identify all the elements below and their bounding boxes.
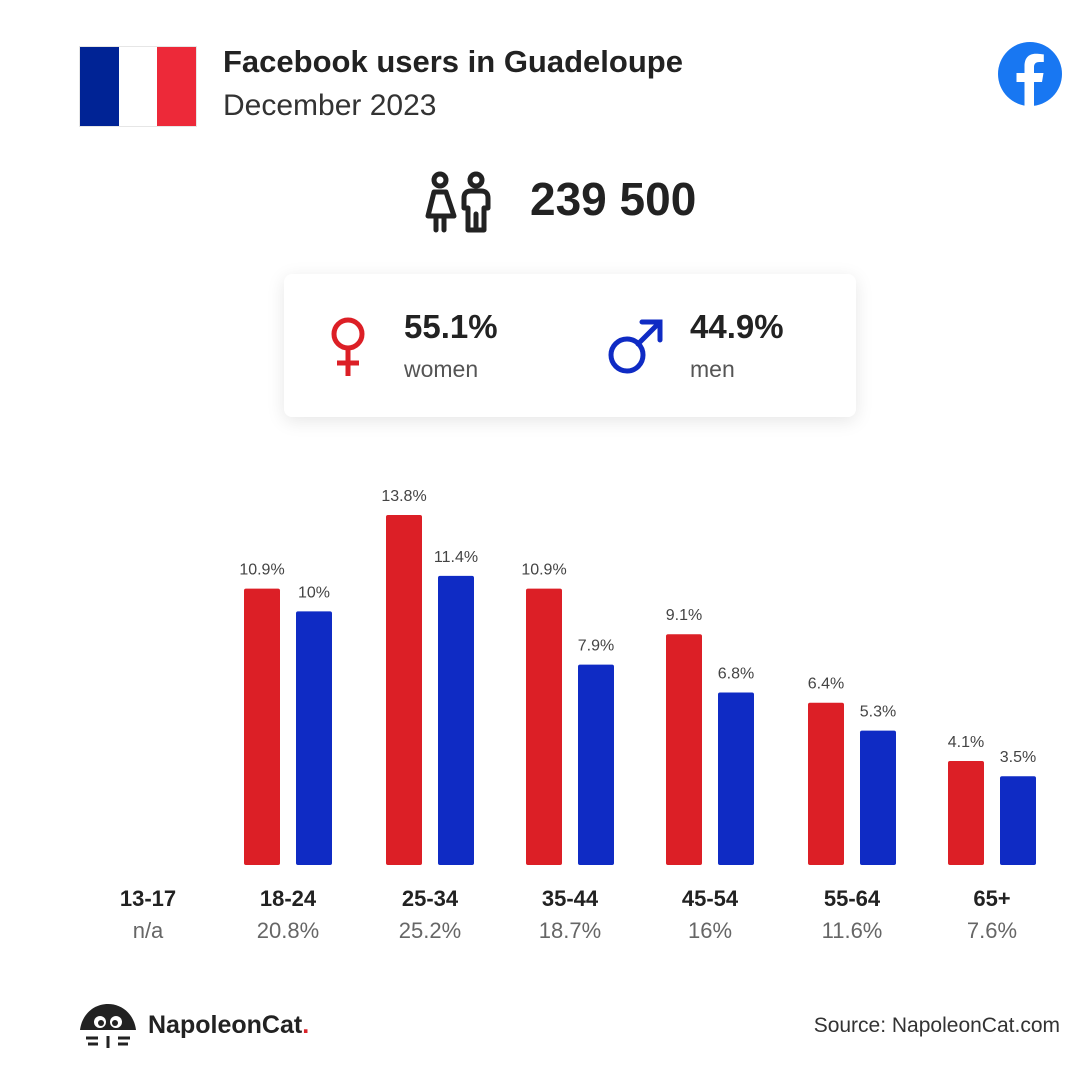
brand-dot: .	[302, 1011, 310, 1039]
page-title: Facebook users in Guadeloupe	[223, 44, 683, 79]
data-label-women-45-54: 9.1%	[666, 607, 702, 624]
bar-women-65+	[948, 761, 984, 865]
age-group-label-55-64: 55-64	[824, 886, 881, 911]
age-group-total-55-64: 11.6%	[822, 918, 883, 943]
data-label-women-55-64: 6.4%	[808, 676, 844, 693]
data-label-women-18-24: 10.9%	[239, 562, 284, 579]
age-group-label-45-54: 45-54	[682, 886, 739, 911]
napoleoncat-logo-icon	[80, 1004, 136, 1048]
page-subtitle: December 2023	[223, 89, 437, 122]
age-group-total-18-24: 20.8%	[257, 918, 319, 943]
data-label-men-18-24: 10%	[298, 584, 330, 601]
age-group-total-65+: 7.6%	[967, 918, 1017, 943]
bar-women-55-64	[808, 702, 844, 865]
data-label-men-25-34: 11.4%	[434, 549, 478, 566]
bar-women-25-34	[386, 515, 422, 865]
age-group-label-18-24: 18-24	[260, 886, 317, 911]
women-label: women	[404, 356, 479, 382]
brand-text: NapoleonCat	[148, 1011, 303, 1039]
age-group-label-13-17: 13-17	[120, 886, 176, 911]
data-label-men-55-64: 5.3%	[860, 704, 896, 721]
bar-men-45-54	[718, 692, 754, 865]
age-group-total-13-17: n/a	[133, 918, 164, 943]
bar-men-55-64	[860, 730, 896, 865]
gender-split-card: 55.1% women 44.9% men	[284, 274, 856, 417]
men-label: men	[690, 356, 735, 382]
bar-men-25-34	[438, 575, 474, 865]
age-group-label-25-34: 25-34	[402, 886, 459, 911]
brand-name: NapoleonCat.	[148, 1011, 309, 1040]
bar-men-35-44	[578, 664, 614, 865]
source-text: Source: NapoleonCat.com	[813, 1014, 1060, 1037]
bar-women-18-24	[244, 588, 280, 865]
flag-stripe-white	[118, 47, 158, 126]
people-icon	[425, 171, 491, 233]
age-group-total-25-34: 25.2%	[399, 918, 461, 943]
data-label-men-65+: 3.5%	[1000, 749, 1036, 766]
flag-stripe-red	[157, 47, 197, 126]
data-label-women-25-34: 13.8%	[381, 488, 426, 505]
female-symbol-icon	[331, 317, 365, 376]
data-label-women-65+: 4.1%	[948, 734, 984, 751]
men-percent: 44.9%	[690, 308, 784, 345]
data-label-women-35-44: 10.9%	[521, 562, 566, 579]
age-group-total-45-54: 16%	[688, 918, 732, 943]
bar-men-18-24	[296, 611, 332, 865]
flag-stripe-blue	[80, 47, 119, 126]
male-symbol-icon	[608, 319, 663, 374]
france-flag	[80, 47, 197, 126]
age-group-total-35-44: 18.7%	[539, 918, 601, 943]
age-group-label-35-44: 35-44	[542, 886, 599, 911]
bar-men-65+	[1000, 776, 1036, 865]
bar-women-45-54	[666, 634, 702, 865]
data-label-men-45-54: 6.8%	[718, 666, 754, 683]
age-group-label-65+: 65+	[973, 886, 1010, 911]
data-label-men-35-44: 7.9%	[578, 638, 614, 655]
total-users: 239 500	[530, 173, 697, 225]
women-percent: 55.1%	[404, 308, 498, 345]
facebook-logo-icon	[998, 42, 1062, 106]
bar-women-35-44	[526, 588, 562, 865]
